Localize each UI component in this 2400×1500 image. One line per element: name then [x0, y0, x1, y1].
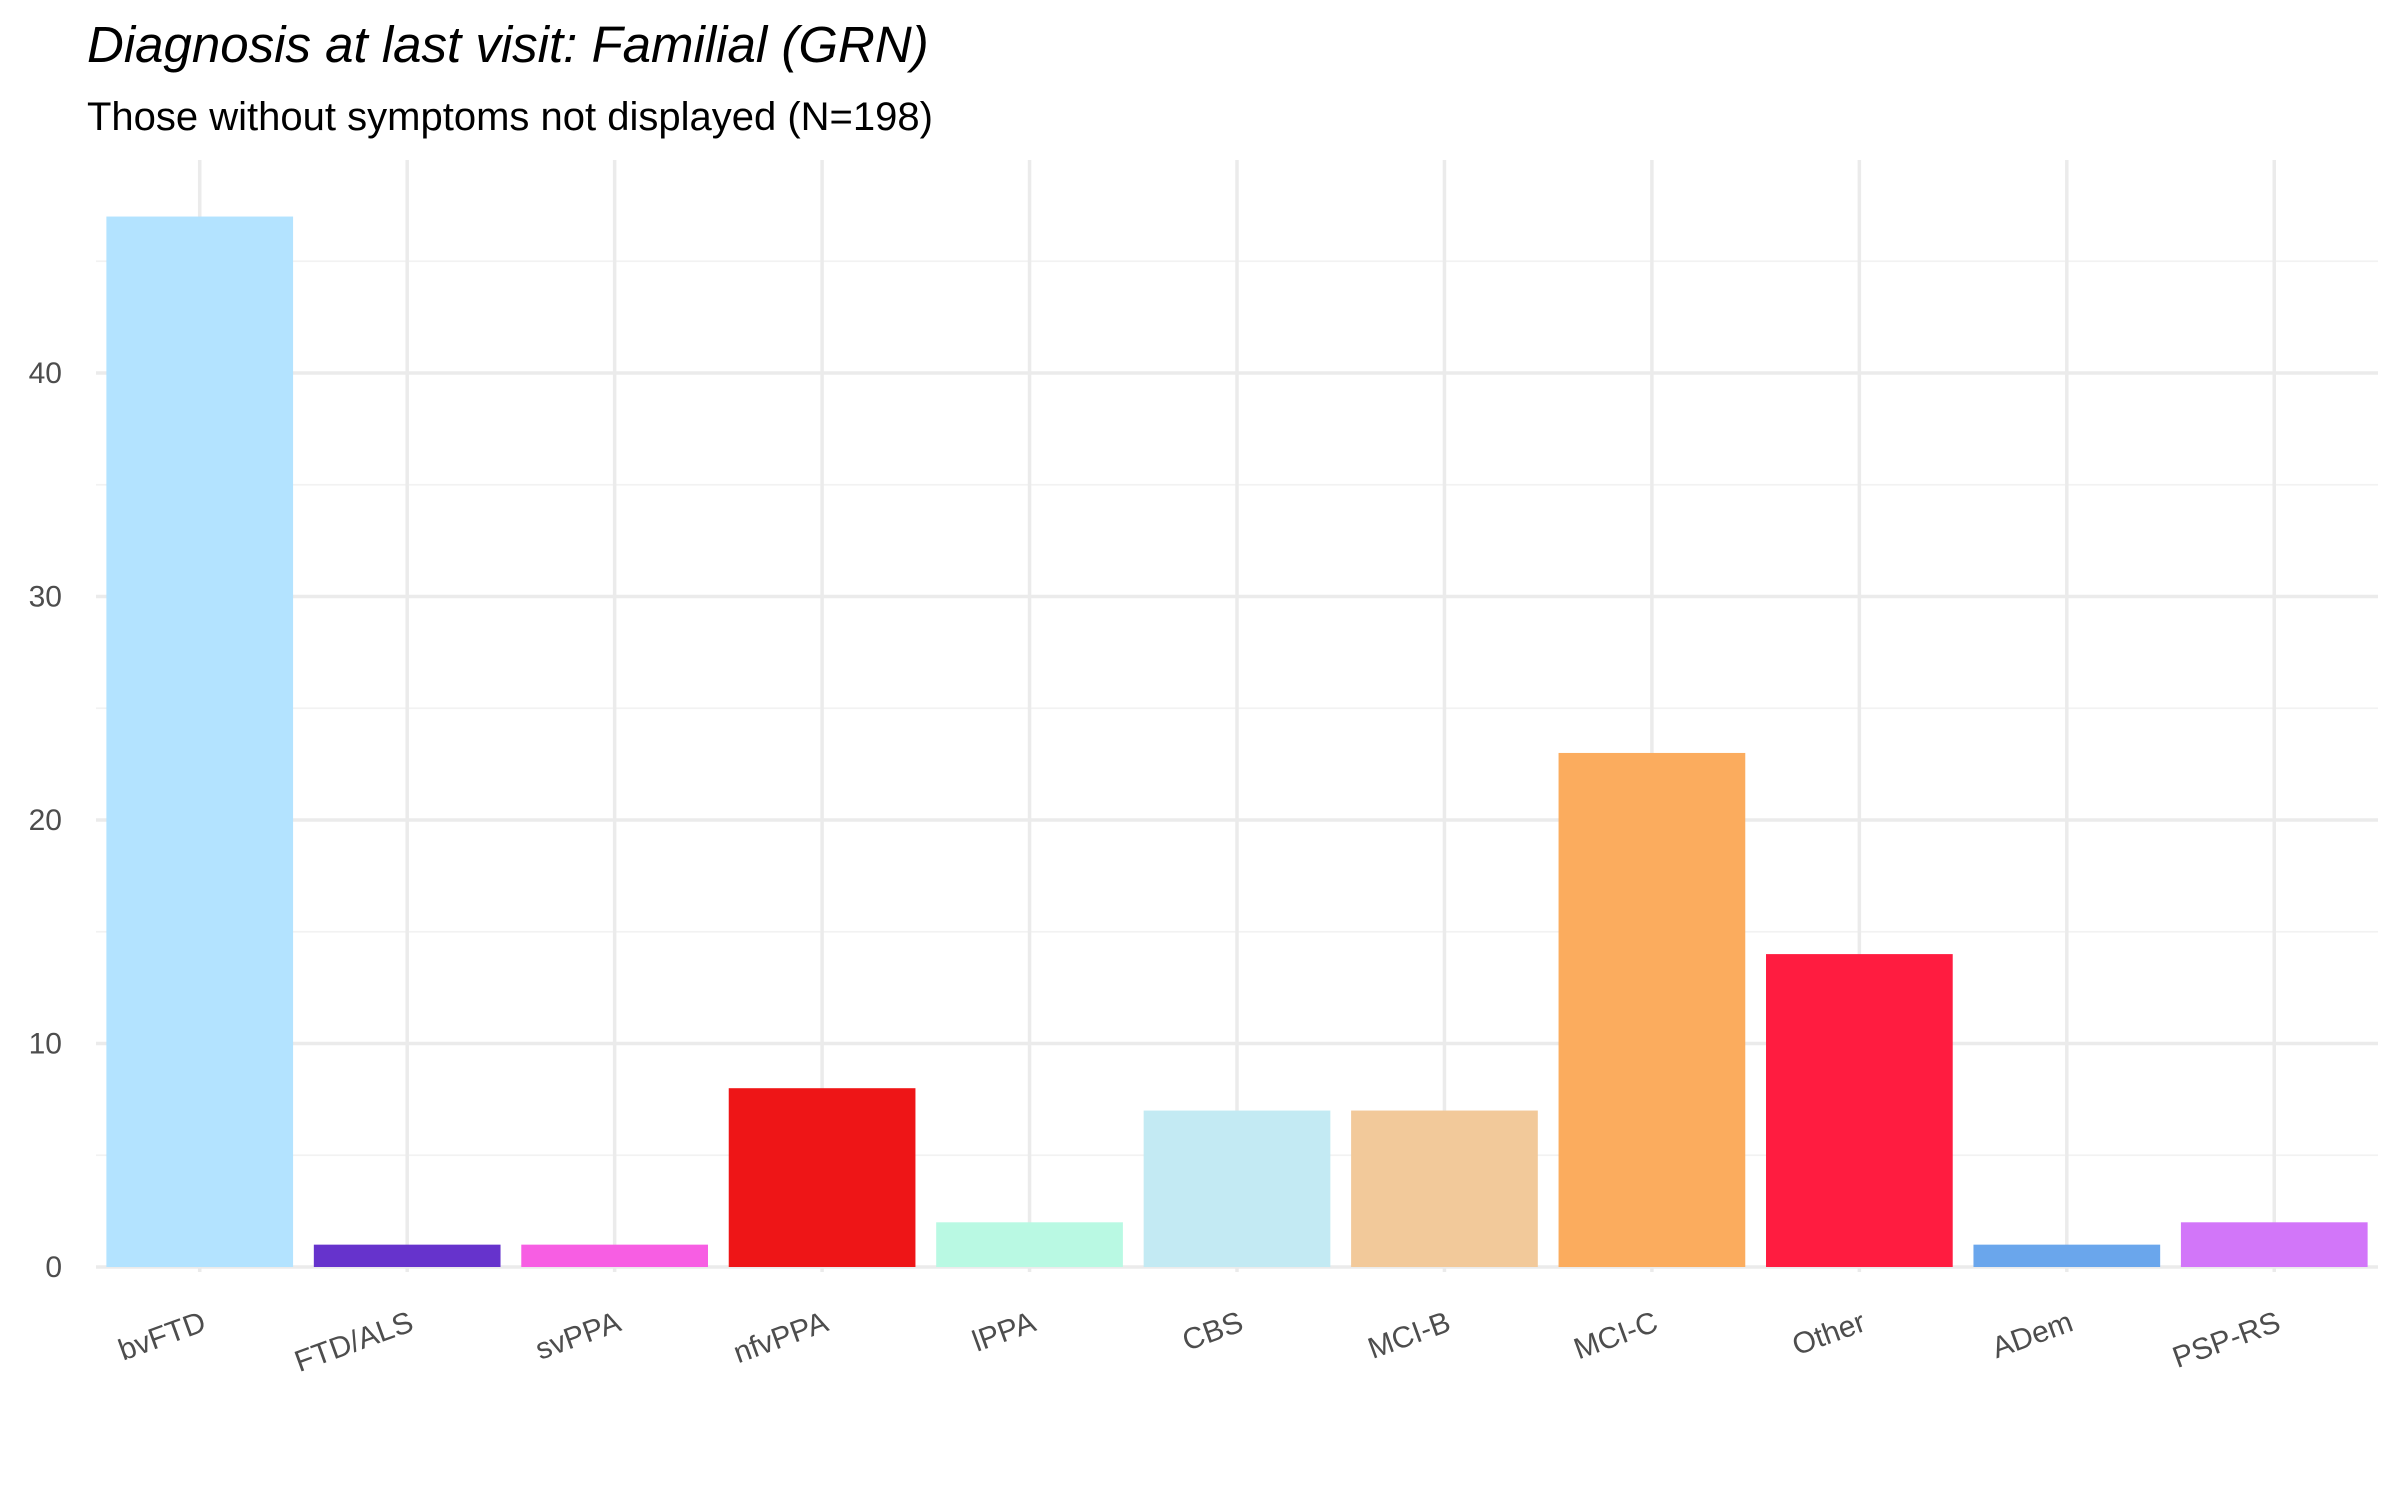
y-tick-label: 40: [29, 357, 62, 390]
x-tick-label: MCI-C: [1570, 1306, 1663, 1367]
x-tick-label: bvFTD: [114, 1306, 210, 1368]
bar-psp-rs: [2180, 1222, 2368, 1267]
x-tick-label: Other: [1788, 1306, 1870, 1363]
x-tick-label: PSP-RS: [2168, 1306, 2284, 1375]
x-tick-label: FTD/ALS: [290, 1306, 417, 1379]
bar-lppa: [936, 1222, 1123, 1267]
bar-cbs: [1143, 1110, 1331, 1267]
bar-mci-c: [1558, 752, 1746, 1267]
y-tick-label: 10: [29, 1028, 62, 1061]
chart-subtitle: Those without symptoms not displayed (N=…: [87, 95, 933, 139]
bars: [106, 216, 2368, 1267]
chart-title: Diagnosis at last visit: Familial (GRN): [87, 16, 929, 73]
x-tick-label: svPPA: [531, 1306, 625, 1367]
bar-mci-b: [1351, 1110, 1538, 1267]
y-axis: 0 10 20 30 40: [29, 357, 62, 1284]
y-tick-label: 20: [29, 804, 62, 837]
x-axis: bvFTD FTD/ALS svPPA nfvPPA lPPA CBS MCI-B MCI-C…: [114, 1306, 2284, 1379]
bar-nfvppa: [728, 1088, 916, 1267]
bar-other: [1766, 954, 1953, 1267]
bar-ftd-als: [313, 1244, 501, 1267]
x-tick-label: ADem: [1988, 1306, 2078, 1366]
x-tick-label: CBS: [1178, 1306, 1247, 1358]
y-tick-label: 30: [29, 581, 62, 614]
bar-bvftd: [106, 216, 294, 1267]
bar-adem: [1973, 1244, 2161, 1267]
grid: [96, 160, 2378, 1272]
x-tick-label: nfvPPA: [729, 1306, 832, 1370]
x-tick-label: MCI-B: [1364, 1306, 1455, 1366]
bar-svppa: [521, 1244, 708, 1267]
y-tick-label: 0: [45, 1251, 62, 1284]
x-tick-label: lPPA: [968, 1306, 1040, 1359]
